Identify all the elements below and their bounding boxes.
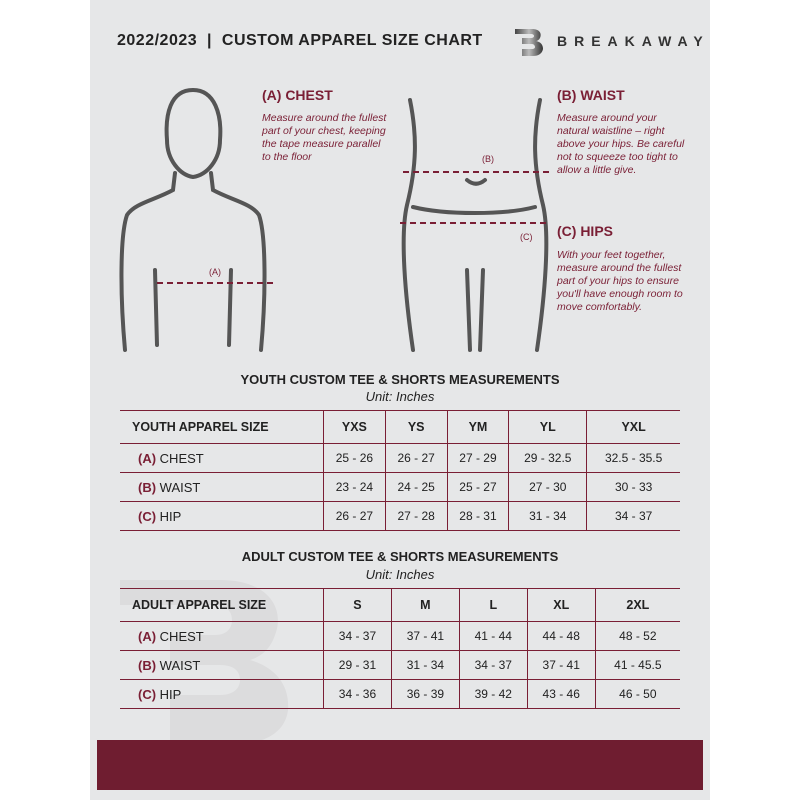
measurement-name: WAIST bbox=[159, 479, 201, 495]
waist-description: Measure around your natural waistline – … bbox=[557, 112, 685, 176]
table-header-row: ADULT APPAREL SIZE S M L XL 2XL bbox=[120, 588, 680, 622]
measurement-code: (B) bbox=[138, 479, 157, 495]
measurement-value: 32.5 - 35.5 bbox=[586, 443, 680, 473]
size-column-header: YXS bbox=[323, 410, 386, 444]
size-label-header: ADULT APPAREL SIZE bbox=[120, 588, 324, 622]
measurement-value: 31 - 34 bbox=[390, 650, 460, 680]
size-column-header: L bbox=[458, 588, 528, 622]
measurement-value: 25 - 26 bbox=[323, 443, 386, 473]
measurement-name: CHEST bbox=[159, 628, 204, 644]
waist-heading: (B) WAIST bbox=[557, 87, 625, 103]
hips-marker: (C) bbox=[520, 232, 533, 242]
measurement-name: WAIST bbox=[159, 657, 201, 673]
chest-heading: (A) CHEST bbox=[262, 87, 333, 103]
measurement-value: 37 - 41 bbox=[526, 650, 596, 680]
chest-marker: (A) bbox=[209, 267, 221, 277]
size-column-header: M bbox=[390, 588, 460, 622]
measurement-value: 41 - 45.5 bbox=[594, 650, 680, 680]
measurement-value: 27 - 29 bbox=[446, 443, 509, 473]
chest-figure-illustration bbox=[119, 87, 275, 352]
measurement-value: 29 - 31 bbox=[323, 650, 392, 680]
measurement-value: 43 - 46 bbox=[526, 679, 596, 709]
measurement-value: 31 - 34 bbox=[508, 501, 587, 531]
measurement-value: 26 - 27 bbox=[384, 443, 448, 473]
size-column-header: YM bbox=[446, 410, 509, 444]
measurement-value: 46 - 50 bbox=[594, 679, 680, 709]
measurement-code: (B) bbox=[138, 657, 157, 673]
waist-hips-figure-illustration bbox=[400, 98, 550, 352]
size-column-header: YL bbox=[508, 410, 587, 444]
size-column-header: S bbox=[323, 588, 392, 622]
table-row: (B) WAIST 29 - 31 31 - 34 34 - 37 37 - 41 41 … bbox=[120, 650, 680, 680]
adult-table-title: ADULT CUSTOM TEE & SHORTS MEASUREMENTS bbox=[241, 549, 559, 564]
measurement-value: 39 - 42 bbox=[458, 679, 528, 709]
measurement-value: 34 - 36 bbox=[323, 679, 392, 709]
waist-marker: (B) bbox=[482, 154, 494, 164]
measurement-value: 36 - 39 bbox=[390, 679, 460, 709]
measurement-value: 29 - 32.5 bbox=[508, 443, 587, 473]
measurement-value: 34 - 37 bbox=[323, 621, 392, 651]
size-column-header: YXL bbox=[586, 410, 680, 444]
measurement-value: 34 - 37 bbox=[586, 501, 680, 531]
size-label-header: YOUTH APPAREL SIZE bbox=[120, 410, 324, 444]
measurement-label: (A) CHEST bbox=[120, 443, 324, 473]
table-row: (B) WAIST 23 - 24 24 - 25 25 - 27 27 - 30 30 … bbox=[120, 472, 680, 502]
measurement-name: CHEST bbox=[159, 450, 204, 466]
table-header-row: YOUTH APPAREL SIZE YXS YS YM YL YXL bbox=[120, 410, 680, 444]
hips-heading: (C) HIPS bbox=[557, 223, 613, 239]
measurement-code: (C) bbox=[138, 508, 157, 524]
measurement-value: 24 - 25 bbox=[384, 472, 448, 502]
measurement-value: 26 - 27 bbox=[323, 501, 386, 531]
measurement-value: 25 - 27 bbox=[446, 472, 509, 502]
measurement-value: 27 - 28 bbox=[384, 501, 448, 531]
measurement-label: (C) HIP bbox=[120, 679, 324, 709]
adult-size-table: ADULT APPAREL SIZE S M L XL 2XL (A) CHEST 34 - … bbox=[120, 588, 680, 709]
measurement-value: 28 - 31 bbox=[446, 501, 509, 531]
measurement-label: (B) WAIST bbox=[120, 650, 324, 680]
size-column-header: XL bbox=[526, 588, 596, 622]
chest-description: Measure around the fullest part of your … bbox=[262, 112, 387, 163]
measurement-value: 30 - 33 bbox=[586, 472, 680, 502]
measurement-value: 27 - 30 bbox=[508, 472, 587, 502]
page-title: 2022/2023 | CUSTOM APPAREL SIZE CHART bbox=[117, 32, 483, 49]
table-row: (A) CHEST 25 - 26 26 - 27 27 - 29 29 - 32.5 3… bbox=[120, 443, 680, 473]
brand-name: BREAKAWAY bbox=[557, 33, 710, 49]
measurement-code: (A) bbox=[138, 628, 157, 644]
table-row: (C) HIP 34 - 36 36 - 39 39 - 42 43 - 46 46 - … bbox=[120, 679, 680, 709]
measurement-name: HIP bbox=[159, 686, 182, 702]
measurement-value: 37 - 41 bbox=[390, 621, 460, 651]
measurement-name: HIP bbox=[159, 508, 182, 524]
size-column-header: 2XL bbox=[594, 588, 680, 622]
size-column-header: YS bbox=[384, 410, 448, 444]
breakaway-logo-icon bbox=[515, 29, 543, 56]
youth-table-unit: Unit: Inches bbox=[365, 389, 435, 404]
measurement-value: 41 - 44 bbox=[458, 621, 528, 651]
measurement-label: (C) HIP bbox=[120, 501, 324, 531]
measurement-label: (A) CHEST bbox=[120, 621, 324, 651]
measurement-value: 34 - 37 bbox=[458, 650, 528, 680]
hips-description: With your feet together, measure around … bbox=[557, 249, 683, 313]
measurement-value: 48 - 52 bbox=[594, 621, 680, 651]
table-row: (C) HIP 26 - 27 27 - 28 28 - 31 31 - 34 34 - … bbox=[120, 501, 680, 531]
youth-size-table: YOUTH APPAREL SIZE YXS YS YM YL YXL (A) CHEST 2… bbox=[120, 410, 680, 531]
youth-table-title: YOUTH CUSTOM TEE & SHORTS MEASUREMENTS bbox=[240, 372, 560, 387]
table-row: (A) CHEST 34 - 37 37 - 41 41 - 44 44 - 48 48 … bbox=[120, 621, 680, 651]
footer-band bbox=[97, 740, 703, 790]
measurement-label: (B) WAIST bbox=[120, 472, 324, 502]
measurement-value: 44 - 48 bbox=[526, 621, 596, 651]
measurement-code: (A) bbox=[138, 450, 157, 466]
adult-table-unit: Unit: Inches bbox=[365, 567, 435, 582]
measurement-value: 23 - 24 bbox=[323, 472, 386, 502]
measurement-code: (C) bbox=[138, 686, 157, 702]
